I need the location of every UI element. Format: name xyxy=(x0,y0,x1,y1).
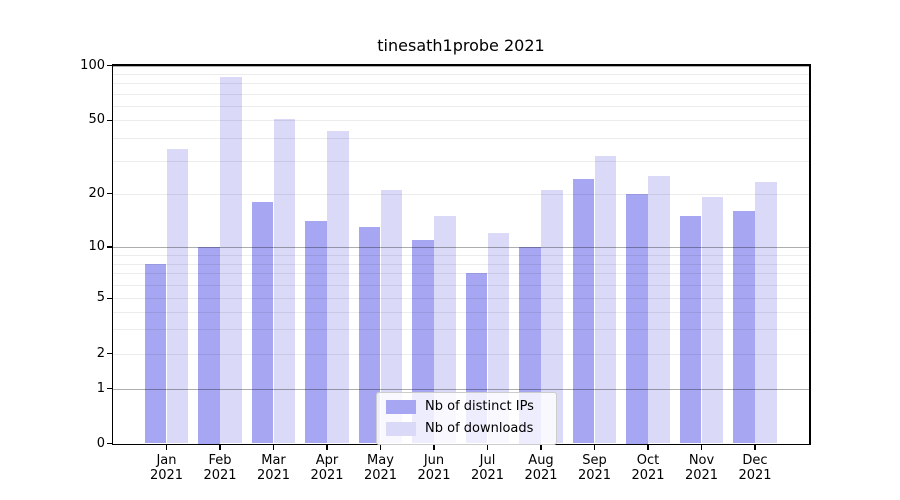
gridline-minor-30 xyxy=(113,161,809,163)
legend-label-downloads: Nb of downloads xyxy=(425,421,534,436)
gridline-major-100 xyxy=(113,65,809,67)
bar-distinct-ips-oct-2021 xyxy=(626,193,648,444)
x-tick-label-2: Feb 2021 xyxy=(203,452,237,484)
gridline-major-10 xyxy=(113,247,809,248)
legend: Nb of distinct IPs Nb of downloads xyxy=(376,392,557,445)
bar-downloads-jan-2021 xyxy=(166,148,189,444)
x-tick-label-8: Aug 2021 xyxy=(524,452,558,484)
gridline-minor-3 xyxy=(113,329,809,331)
gridline-minor-2 xyxy=(113,353,809,355)
bar-distinct-ips-may-2021 xyxy=(358,226,381,444)
bar-downloads-sep-2021 xyxy=(594,156,617,444)
gridline-minor-80 xyxy=(113,83,809,85)
y-tick-0 xyxy=(106,442,112,445)
bar-downloads-jul-2021 xyxy=(487,232,510,444)
gridline-minor-5 xyxy=(113,298,809,300)
gridline-minor-70 xyxy=(113,93,809,95)
bar-downloads-aug-2021 xyxy=(541,189,563,444)
y-tick-label-1: 1 xyxy=(96,380,105,396)
x-tick-7 xyxy=(486,445,489,450)
x-tick-12 xyxy=(754,445,756,450)
y-tick-label-20: 20 xyxy=(88,185,105,201)
y-tick-label-100: 100 xyxy=(80,57,105,73)
x-tick-4 xyxy=(326,445,328,450)
bar-downloads-may-2021 xyxy=(380,189,403,444)
bar-distinct-ips-apr-2021 xyxy=(305,221,327,444)
axis-spine-right xyxy=(809,65,811,445)
bar-distinct-ips-dec-2021 xyxy=(733,210,755,444)
bar-distinct-ips-mar-2021 xyxy=(251,201,274,444)
x-tick-9 xyxy=(593,445,596,450)
y-tick-5 xyxy=(106,297,112,300)
x-tick-label-10: Oct 2021 xyxy=(631,452,665,484)
bar-downloads-apr-2021 xyxy=(327,130,349,444)
legend-item-distinct-ips: Nb of distinct IPs xyxy=(386,399,547,415)
y-tick-50 xyxy=(106,119,112,122)
x-tick-label-6: Jun 2021 xyxy=(417,452,451,484)
x-tick-11 xyxy=(700,445,703,450)
x-tick-5 xyxy=(379,445,382,450)
x-tick-label-5: May 2021 xyxy=(363,452,398,484)
bar-downloads-dec-2021 xyxy=(755,182,777,444)
bar-downloads-mar-2021 xyxy=(273,118,296,444)
x-tick-1 xyxy=(165,445,168,450)
y-tick-20 xyxy=(106,192,112,195)
y-tick-2 xyxy=(106,352,112,355)
bar-downloads-oct-2021 xyxy=(648,175,670,444)
chart-title: tinesath1probe 2021 xyxy=(377,36,545,55)
gridline-minor-90 xyxy=(113,73,809,75)
x-tick-label-11: Nov 2021 xyxy=(684,452,719,484)
gridline-minor-6 xyxy=(113,284,809,286)
legend-label-distinct-ips: Nb of distinct IPs xyxy=(425,399,534,414)
bar-downloads-jun-2021 xyxy=(434,215,456,444)
gridline-minor-4 xyxy=(113,311,809,313)
y-tick-1 xyxy=(106,387,112,390)
legend-swatch-downloads xyxy=(386,422,416,436)
y-tick-10 xyxy=(106,246,112,248)
y-tick-100 xyxy=(106,64,112,67)
axis-spine-left xyxy=(111,65,113,445)
bar-distinct-ips-sep-2021 xyxy=(572,178,595,444)
x-tick-label-12: Dec 2021 xyxy=(738,452,772,484)
y-tick-label-5: 5 xyxy=(96,290,105,306)
gridline-minor-7 xyxy=(113,273,809,275)
x-tick-label-1: Jan 2021 xyxy=(149,452,184,484)
x-tick-label-4: Apr 2021 xyxy=(310,452,344,484)
legend-swatch-distinct-ips xyxy=(386,400,416,414)
bar-downloads-feb-2021 xyxy=(220,77,242,444)
gridline-minor-40 xyxy=(113,138,809,140)
x-tick-label-3: Mar 2021 xyxy=(256,452,291,484)
x-tick-8 xyxy=(540,445,542,450)
x-tick-3 xyxy=(272,445,275,450)
x-tick-label-7: Jul 2021 xyxy=(470,452,505,484)
y-tick-label-2: 2 xyxy=(96,345,105,361)
x-tick-2 xyxy=(219,445,221,450)
axis-spine-top xyxy=(111,64,811,66)
x-tick-label-9: Sep 2021 xyxy=(577,452,612,484)
bar-distinct-ips-nov-2021 xyxy=(679,215,702,444)
bar-distinct-ips-feb-2021 xyxy=(198,247,220,444)
bar-downloads-nov-2021 xyxy=(701,197,724,444)
gridline-minor-50 xyxy=(113,120,809,122)
gridline-minor-9 xyxy=(113,254,809,256)
gridline-major-1 xyxy=(113,388,809,390)
x-tick-6 xyxy=(433,445,435,450)
gridline-minor-20 xyxy=(113,193,809,195)
x-tick-10 xyxy=(647,445,649,450)
bar-distinct-ips-jan-2021 xyxy=(144,263,167,444)
gridline-minor-60 xyxy=(113,105,809,107)
y-tick-label-50: 50 xyxy=(88,112,105,128)
y-tick-label-0: 0 xyxy=(96,435,105,451)
legend-item-downloads: Nb of downloads xyxy=(386,421,547,437)
gridline-minor-8 xyxy=(113,263,809,265)
y-tick-label-10: 10 xyxy=(88,239,105,254)
